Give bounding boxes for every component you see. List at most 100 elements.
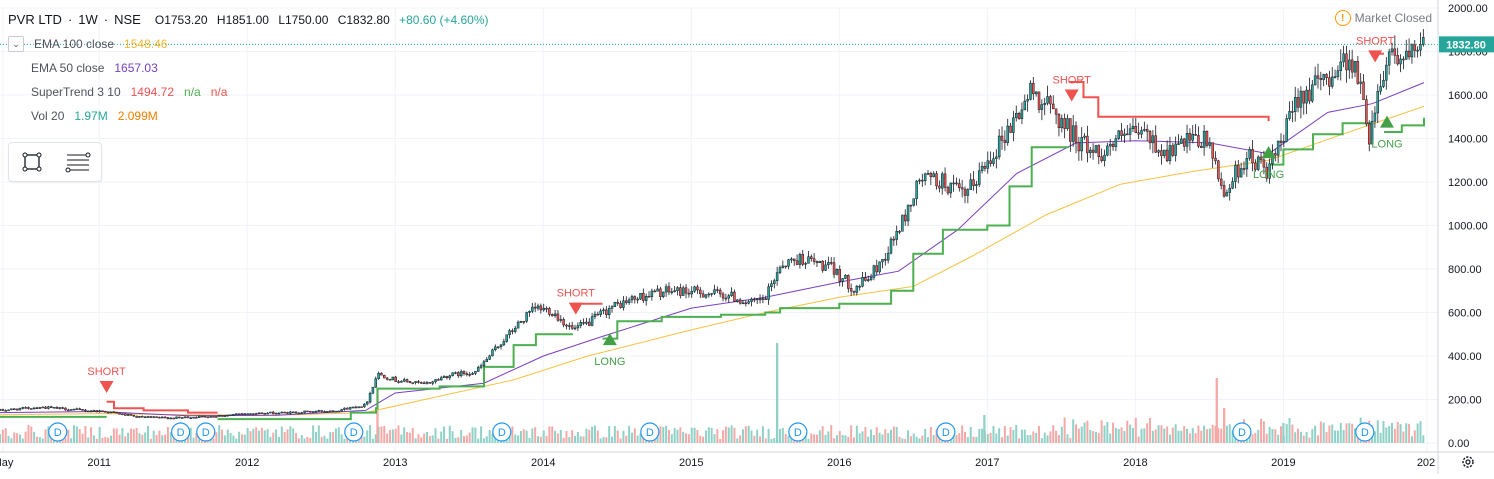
candle xyxy=(656,285,659,292)
indicator-name[interactable]: EMA 100 close xyxy=(34,37,115,51)
volume-bar xyxy=(904,438,907,443)
candle-body xyxy=(1071,125,1075,142)
volume-bar xyxy=(397,425,400,443)
candle xyxy=(474,371,477,376)
volume-bar xyxy=(70,438,73,443)
indicator-name[interactable]: Vol 20 xyxy=(31,109,65,123)
candle xyxy=(551,313,554,317)
candle-body xyxy=(573,327,577,330)
candle-body xyxy=(841,278,844,282)
candle xyxy=(778,265,782,275)
fib-levels-tool-icon[interactable] xyxy=(63,147,93,177)
volume-bar xyxy=(1422,435,1425,443)
candle-body xyxy=(718,289,722,295)
volume-bar xyxy=(750,430,753,443)
candle-body xyxy=(1029,82,1032,100)
volume-bar xyxy=(548,426,551,443)
candle xyxy=(437,378,440,381)
candle xyxy=(1117,130,1120,141)
volume-bar xyxy=(1399,424,1402,443)
volume-bar xyxy=(838,431,841,443)
candle-body xyxy=(377,372,380,380)
candle-body xyxy=(781,265,785,268)
volume-bar xyxy=(1379,433,1382,443)
candle-body xyxy=(163,416,167,419)
candle-body xyxy=(1205,130,1209,146)
candle-body xyxy=(1131,125,1135,130)
candle xyxy=(377,371,380,380)
volume-bar xyxy=(1265,433,1268,443)
indicator-row-ema100[interactable]: ⌄ EMA 100 close 1548.46 xyxy=(8,32,489,56)
candle xyxy=(1097,144,1101,165)
candle xyxy=(1291,100,1294,123)
collapse-indicators-button[interactable]: ⌄ xyxy=(8,36,24,52)
candle-body xyxy=(653,290,656,293)
candle-body xyxy=(141,416,144,418)
candle-body xyxy=(838,269,842,282)
candle xyxy=(781,260,785,269)
candle xyxy=(1106,142,1109,157)
candle-body xyxy=(175,416,178,419)
candle xyxy=(269,411,272,414)
candle-body xyxy=(1274,153,1277,156)
candle-body xyxy=(798,254,802,265)
candle-body xyxy=(1163,149,1166,156)
candle-body xyxy=(1373,112,1377,122)
indicator-name[interactable]: EMA 50 close xyxy=(31,61,105,75)
volume-bar xyxy=(1006,435,1009,443)
candle-body xyxy=(1103,154,1106,161)
volume-bar xyxy=(394,428,397,443)
volume-bar xyxy=(434,428,437,443)
volume-bar xyxy=(263,430,266,443)
volume-bar xyxy=(1143,428,1146,443)
interval-label[interactable]: 1W xyxy=(78,12,98,27)
candle-body xyxy=(1097,145,1101,157)
candle-body xyxy=(397,381,400,383)
volume-bar xyxy=(608,426,611,443)
volume-bar xyxy=(525,430,528,443)
candle-body xyxy=(1211,142,1214,159)
volume-bar xyxy=(537,436,540,443)
indicator-row-ema50[interactable]: EMA 50 close 1657.03 xyxy=(8,56,489,80)
indicator-row-supertrend[interactable]: SuperTrend 3 10 1494.72 n/a n/a xyxy=(8,80,489,104)
candle xyxy=(348,406,352,410)
candle-body xyxy=(52,407,56,409)
volume-bar xyxy=(907,430,910,443)
indicator-value: 2.099M xyxy=(117,109,158,123)
candle-body xyxy=(118,412,121,415)
candle-body xyxy=(866,279,870,281)
long-arrow-icon xyxy=(602,333,617,346)
candle-body xyxy=(61,407,64,409)
volume-bar xyxy=(1160,425,1163,443)
short-arrow-icon xyxy=(1368,50,1383,63)
candle-body xyxy=(215,416,218,418)
volume-bar xyxy=(1183,426,1186,443)
indicator-value: 1548.46 xyxy=(124,37,168,51)
candle-body xyxy=(35,407,39,410)
candle-body xyxy=(821,260,824,271)
indicator-name[interactable]: SuperTrend 3 10 xyxy=(31,85,121,99)
candle-body xyxy=(738,299,742,304)
rectangle-tool-icon[interactable] xyxy=(17,147,47,177)
volume-bar xyxy=(437,438,440,443)
candle-body xyxy=(246,413,249,415)
volume-bar xyxy=(662,426,665,443)
candle-body xyxy=(476,367,480,372)
candle-body xyxy=(687,292,691,295)
candle xyxy=(918,178,921,185)
symbol-name[interactable]: PVR LTD xyxy=(8,12,62,27)
signal-label: SHORT xyxy=(1356,35,1395,47)
indicator-row-volume[interactable]: Vol 20 1.97M 2.099M xyxy=(8,104,489,128)
candle-body xyxy=(593,313,597,317)
volume-bar xyxy=(460,429,463,443)
candle-body xyxy=(178,416,181,419)
volume-bar xyxy=(1015,425,1018,443)
candle-body xyxy=(508,330,511,336)
candle-body xyxy=(320,410,323,412)
candle xyxy=(946,185,950,196)
chart-settings-gear-icon[interactable] xyxy=(1460,454,1476,470)
volume-bar xyxy=(1066,434,1069,443)
